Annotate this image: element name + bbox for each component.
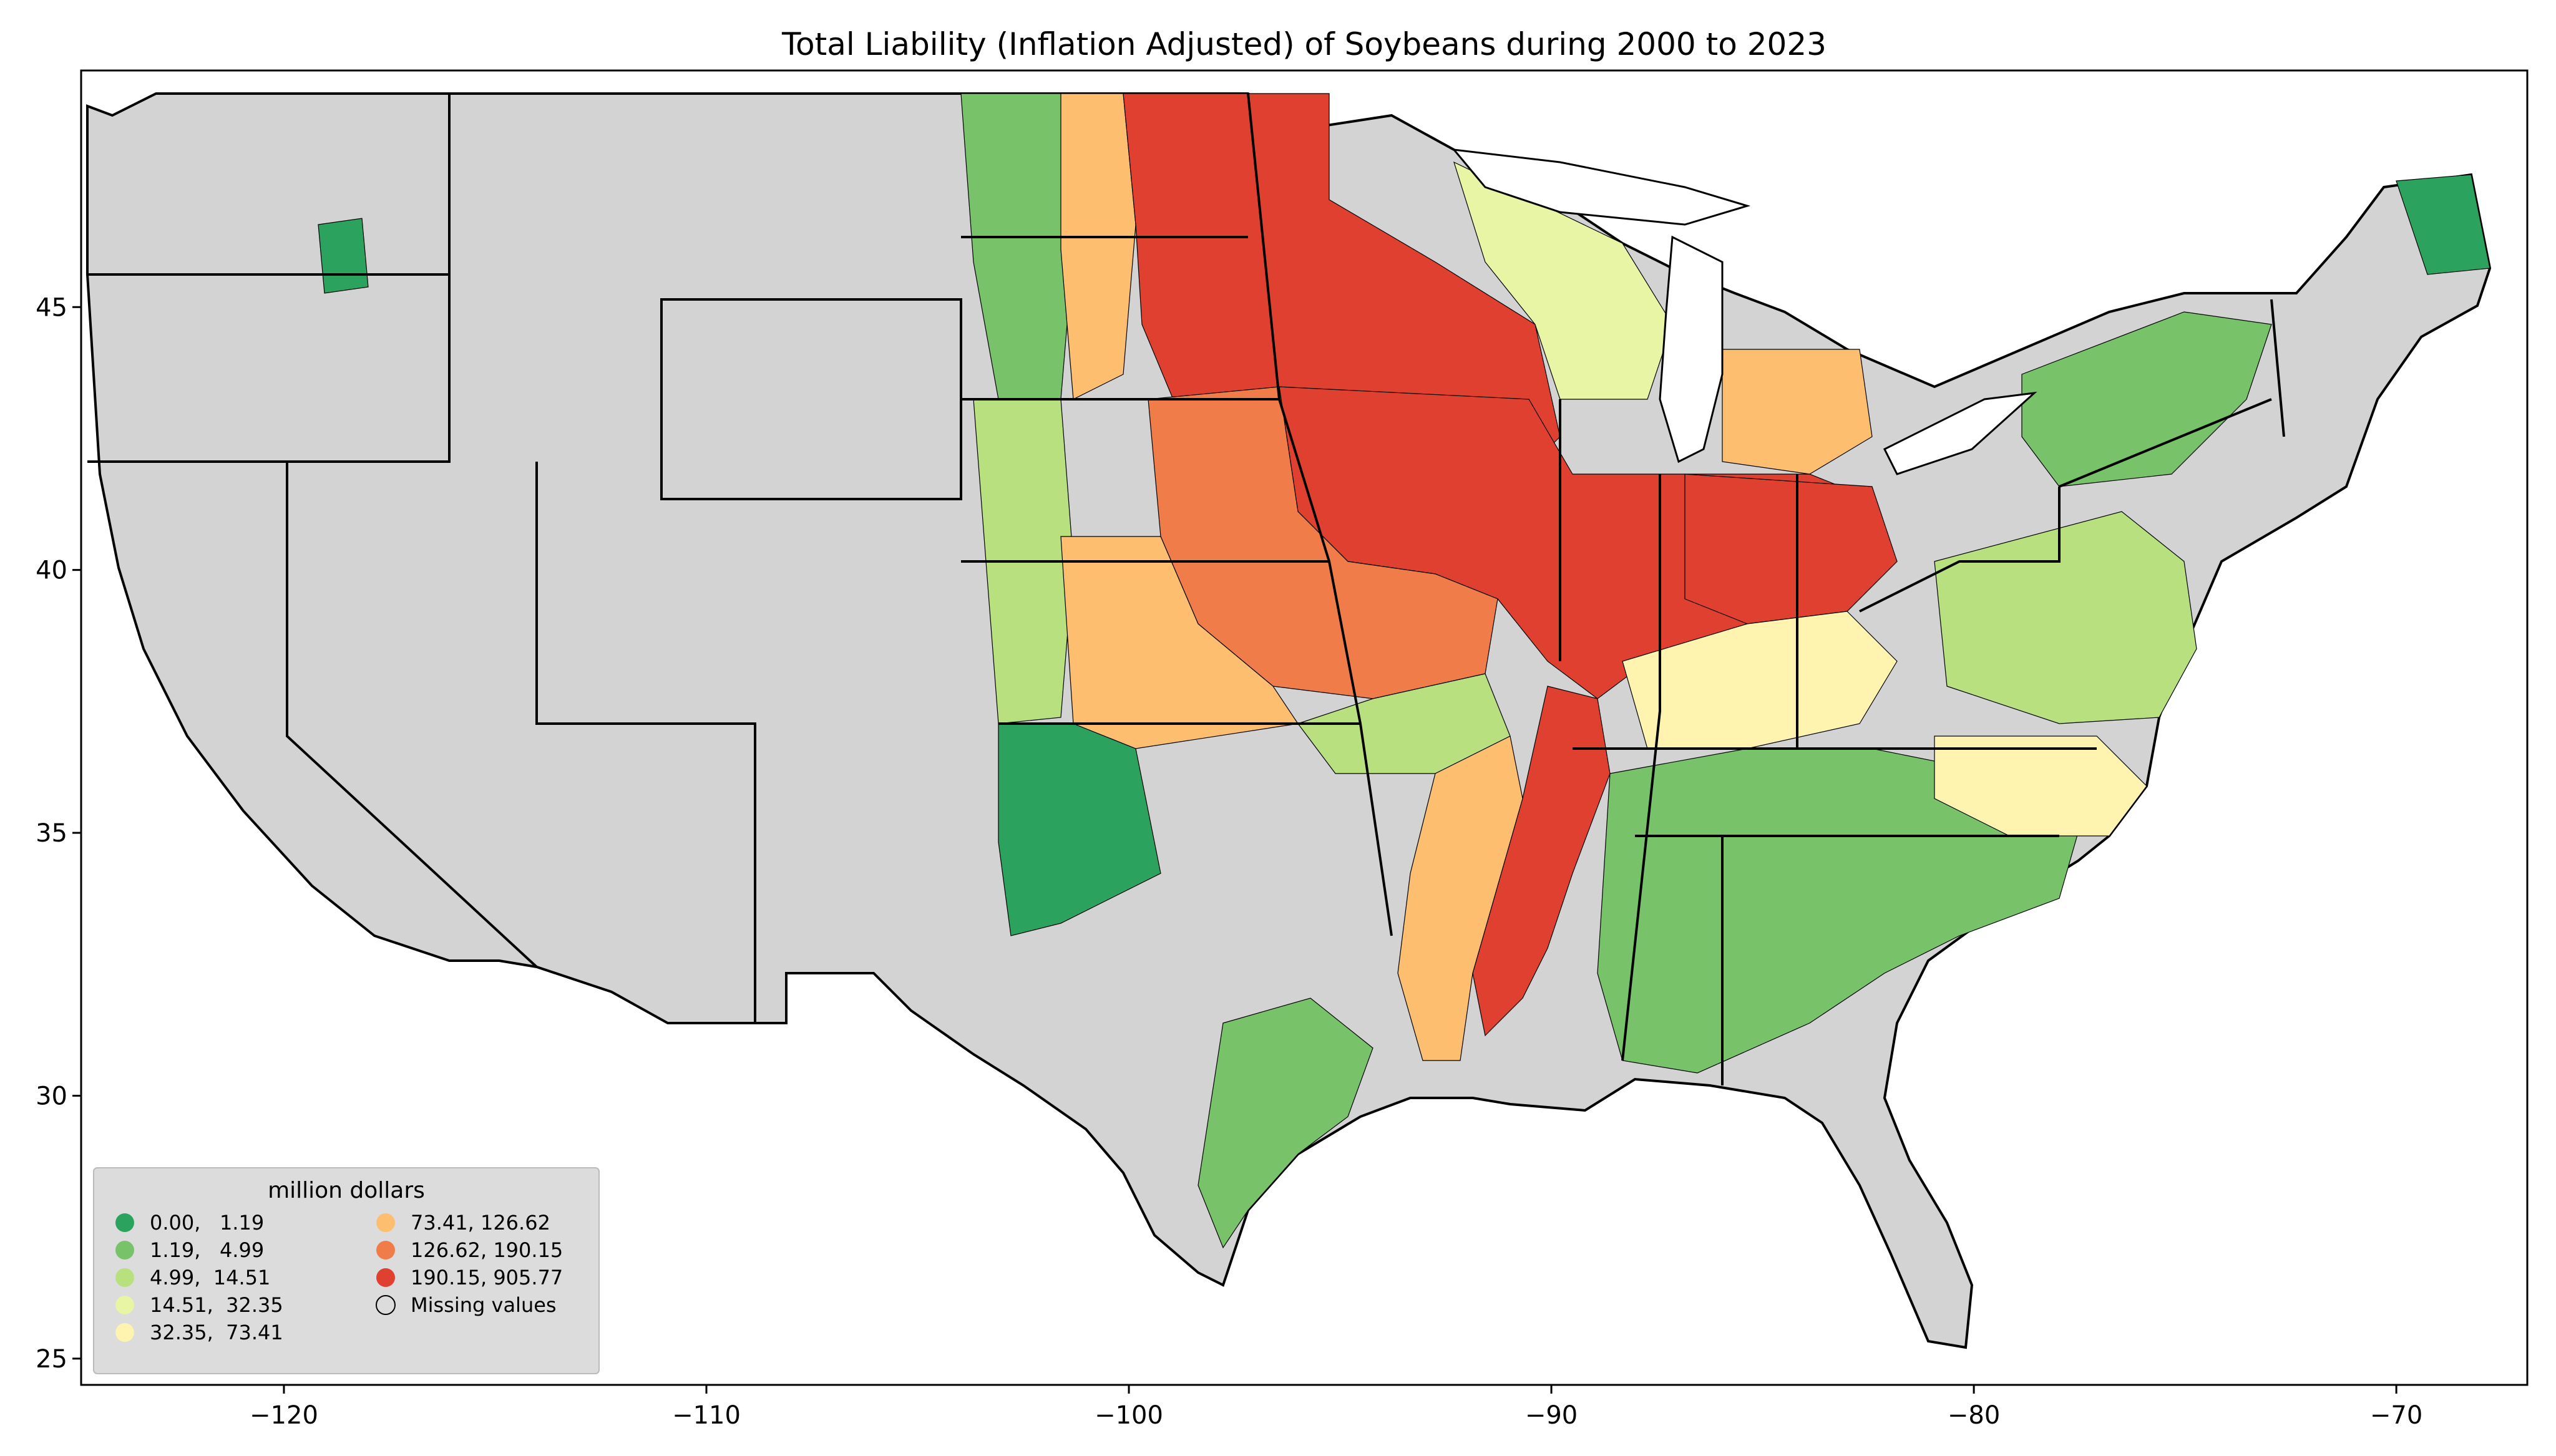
x-tick-label: −100 — [1095, 1401, 1163, 1430]
y-tick-label: 45 — [36, 293, 67, 322]
legend-label: 4.99, 14.51 — [150, 1266, 270, 1289]
x-tick-label: −110 — [672, 1401, 741, 1430]
legend-swatch — [376, 1213, 395, 1232]
legend-items: 0.00, 1.19 1.19, 4.99 4.99, 14.51 14.51, 32… — [115, 1211, 563, 1344]
y-tick-label: 35 — [36, 819, 67, 848]
legend-swatch — [115, 1323, 134, 1342]
legend-swatch — [376, 1241, 395, 1259]
region-ks-mo-light — [1060, 536, 1299, 749]
legend-swatch — [115, 1213, 134, 1232]
legend: million dollars 0.00, 1.19 1.19, 4.99 4.99… — [93, 1167, 600, 1374]
legend-swatch — [115, 1296, 134, 1314]
legend-label: 0.00, 1.19 — [150, 1211, 264, 1235]
lake-superior — [1451, 148, 1751, 226]
x-tick-label: −90 — [1525, 1401, 1578, 1430]
region-texas-coast-green — [1198, 997, 1373, 1249]
legend-label: Missing values — [411, 1293, 557, 1317]
region-mid-atlantic-green — [1934, 511, 2197, 724]
legend-title: million dollars — [268, 1178, 425, 1203]
lake-erie — [1883, 391, 2037, 475]
region-new-york-green — [2021, 311, 2272, 487]
region-michigan-orange — [1722, 349, 1873, 475]
legend-label: 14.51, 32.35 — [150, 1293, 283, 1317]
y-axis-ticks: 25 30 35 40 45 — [36, 293, 81, 1374]
legend-swatch — [115, 1241, 134, 1259]
x-tick-label: −70 — [2370, 1401, 2422, 1430]
legend-swatch — [376, 1295, 396, 1315]
region-wisconsin-yellow — [1453, 161, 1673, 400]
figure-title: Total Liability (Inflation Adjusted) of … — [781, 26, 1827, 62]
state-borders — [87, 93, 2285, 1085]
legend-label: 73.41, 126.62 — [411, 1211, 550, 1235]
y-tick-label: 40 — [36, 556, 67, 585]
great-lakes — [1451, 148, 2037, 475]
legend-swatch — [376, 1268, 395, 1287]
region-oregon-green — [318, 218, 369, 294]
legend-label: 1.19, 4.99 — [150, 1238, 264, 1262]
legend-box — [93, 1167, 600, 1374]
region-maine-green — [2396, 174, 2490, 275]
region-northern-plains-orange — [1060, 93, 1136, 400]
region-delta-orange — [1397, 735, 1523, 1061]
lake-michigan — [1659, 235, 1724, 463]
y-tick-label: 30 — [36, 1082, 67, 1110]
legend-swatch — [115, 1268, 134, 1287]
legend-label: 32.35, 73.41 — [150, 1321, 283, 1344]
y-tick-label: 25 — [36, 1345, 67, 1374]
x-axis-ticks: −120 −110 −100 −90 −80 −70 — [250, 1385, 2422, 1430]
legend-label: 190.15, 905.77 — [411, 1266, 563, 1289]
x-tick-label: −80 — [1948, 1401, 2000, 1430]
x-tick-label: −120 — [250, 1401, 318, 1430]
legend-label: 126.62, 190.15 — [411, 1238, 563, 1262]
plot-frame — [80, 69, 2529, 1386]
region-nc-yellow — [1934, 735, 2147, 837]
